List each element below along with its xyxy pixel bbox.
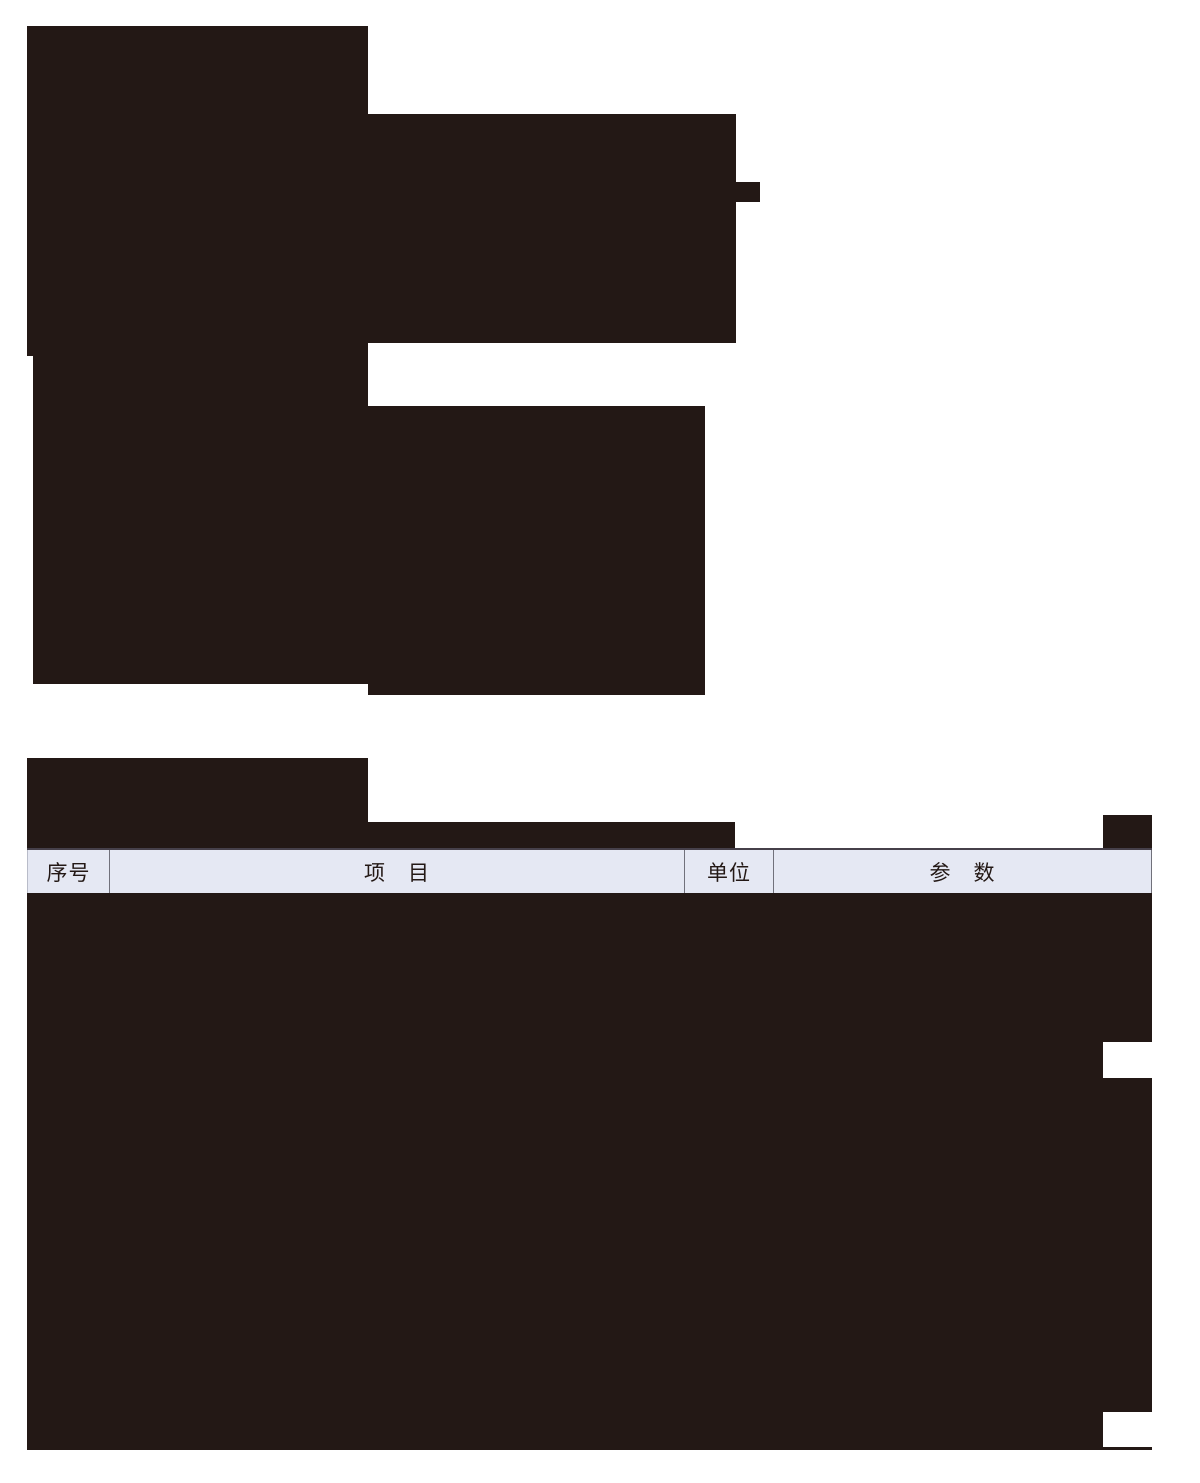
table-header-cell-item: 项 目 [110, 850, 685, 893]
redacted-section-title [27, 758, 368, 848]
table-header-cell-unit: 单位 [685, 850, 774, 893]
redacted-dash-mark [736, 182, 760, 202]
table-header-cell-index: 序号 [27, 850, 110, 893]
redacted-table-body [27, 893, 1152, 1450]
redacted-block-mid-left [33, 356, 368, 684]
table-body-cutout-lower [1103, 1412, 1152, 1447]
table-header-cell-parameter: 参 数 [774, 850, 1152, 893]
redacted-subtitle-bar [368, 822, 735, 848]
redacted-corner-tab [1103, 815, 1152, 848]
table-header-row: 序号 项 目 单位 参 数 [27, 848, 1152, 893]
redacted-block-top-right [368, 114, 736, 343]
redacted-block-mid-right [368, 406, 705, 695]
table-body-cutout-upper [1103, 1042, 1152, 1078]
redacted-block-top-left [27, 26, 368, 356]
